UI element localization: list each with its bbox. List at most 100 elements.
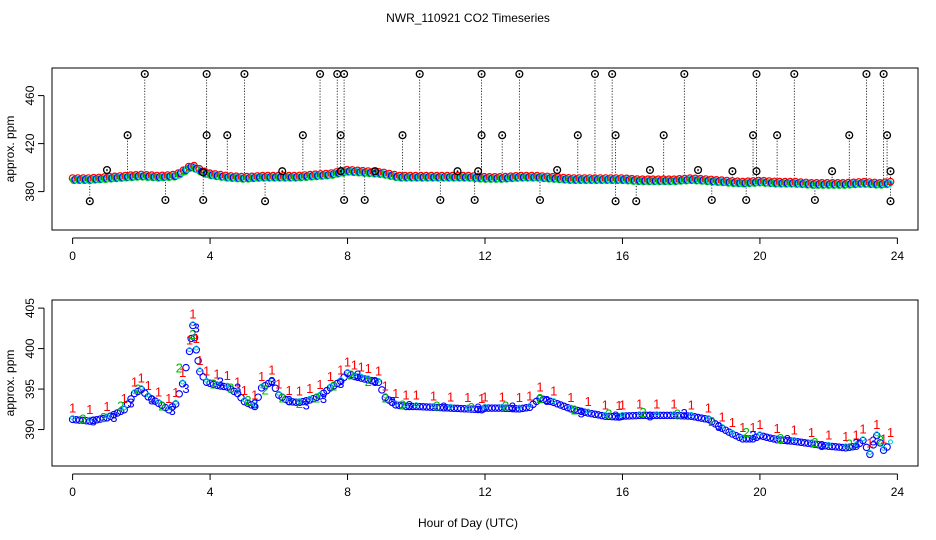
spike-point-core xyxy=(126,134,129,137)
series-1-label: 1 xyxy=(602,397,609,412)
bottom-point xyxy=(364,376,372,384)
spike-point-core xyxy=(202,199,205,201)
bottom-accent-point xyxy=(138,385,144,391)
bottom-point xyxy=(756,431,764,440)
spike-point-core xyxy=(793,73,796,75)
bottom-accent-point xyxy=(173,399,179,405)
series-3-label: 3 xyxy=(90,414,97,429)
series-1-label: 1 xyxy=(791,423,798,438)
spike-point-core xyxy=(501,134,504,137)
bottom-point xyxy=(247,401,256,409)
spike-point xyxy=(140,69,149,79)
series-3-label: 3 xyxy=(543,393,550,408)
top-x-tick-label: 0 xyxy=(69,249,76,263)
series-1-label: 1 xyxy=(873,417,880,432)
bottom-y-tick-label: 405 xyxy=(23,298,37,318)
bottom-point xyxy=(116,407,125,416)
bottom-point xyxy=(299,397,307,406)
spike-point xyxy=(611,197,620,206)
series-2-label: 2 xyxy=(708,414,715,429)
series-1-label: 1 xyxy=(584,394,591,409)
bottom-y-tick-label: 390 xyxy=(23,419,37,439)
series-2-label: 2 xyxy=(176,360,183,375)
spike-point xyxy=(790,69,799,79)
spike-point xyxy=(748,131,758,140)
spike-point-core xyxy=(456,170,459,173)
spike-point xyxy=(477,131,486,140)
bottom-point xyxy=(563,403,572,412)
spike-point-core xyxy=(614,134,617,137)
series-1-label: 1 xyxy=(413,388,420,403)
spike-point xyxy=(199,168,208,177)
bottom-point xyxy=(178,380,187,388)
bottom-accent-point xyxy=(259,383,265,389)
spike-point-core xyxy=(683,73,686,75)
spike-point-core xyxy=(480,134,483,137)
bottom-point xyxy=(312,393,321,402)
spike-point xyxy=(680,69,689,79)
bottom-point xyxy=(110,410,118,419)
spike-point xyxy=(862,69,871,79)
spike-point xyxy=(477,69,486,79)
top-x-tick-label: 12 xyxy=(478,249,492,263)
bottom-accent-point xyxy=(145,392,151,398)
bottom-point xyxy=(209,380,218,389)
series-3-label: 3 xyxy=(110,410,117,425)
series-3-label: 3 xyxy=(509,400,516,415)
spike-point-core xyxy=(697,169,699,171)
spike-point-core xyxy=(106,169,108,171)
spike-point-core xyxy=(477,170,480,173)
bottom-accent-point xyxy=(757,431,763,437)
series-3-label: 3 xyxy=(148,392,155,407)
spike-point-core xyxy=(264,200,266,203)
series-3-label: 3 xyxy=(182,381,189,396)
bottom-accent-point xyxy=(482,403,488,409)
bottom-accent-point xyxy=(214,381,220,387)
spike-point-core xyxy=(745,199,748,201)
bottom-point xyxy=(814,440,823,449)
series-2-label: 2 xyxy=(134,382,141,397)
bottom-point xyxy=(271,384,280,393)
bottom-point xyxy=(842,444,850,452)
bottom-accent-point xyxy=(637,411,643,417)
spike-point-core xyxy=(889,170,892,173)
series-3-label: 3 xyxy=(193,320,200,335)
series-1-label: 1 xyxy=(155,384,162,399)
series-1-label: 1 xyxy=(306,381,313,396)
series-3-label: 3 xyxy=(337,376,344,391)
bottom-point xyxy=(759,432,768,441)
bottom-x-tick-label: 20 xyxy=(753,485,767,499)
spike-point-core xyxy=(473,199,476,201)
bottom-accent-point xyxy=(688,411,694,417)
bottom-accent-point xyxy=(448,403,454,409)
bottom-point xyxy=(687,412,695,420)
top-plot-frame xyxy=(51,67,919,231)
spike-point-core xyxy=(401,134,404,137)
spike-point-core xyxy=(226,134,229,137)
bottom-point xyxy=(546,397,555,406)
series-2-label: 2 xyxy=(100,410,107,425)
bottom-point xyxy=(556,401,565,409)
bottom-accent-point xyxy=(465,404,471,410)
spike-point-core xyxy=(594,73,596,75)
series-2-label: 2 xyxy=(743,425,750,440)
spike-point-core xyxy=(886,134,888,137)
series-2-label: 2 xyxy=(468,400,475,415)
series-2-label: 2 xyxy=(639,405,646,420)
bottom-point xyxy=(202,378,211,386)
series-2-label: 2 xyxy=(674,407,681,422)
series-1-label: 1 xyxy=(69,401,76,416)
spike-point-core xyxy=(418,73,421,75)
series-1-label: 1 xyxy=(516,390,523,405)
spike-point-core xyxy=(143,73,146,75)
bottom-point xyxy=(584,409,592,417)
spike-point-core xyxy=(649,169,651,171)
series-3-label: 3 xyxy=(646,409,653,424)
bottom-point xyxy=(171,400,180,408)
series-3-label: 3 xyxy=(303,397,310,412)
bottom-accent-point xyxy=(568,404,574,410)
series-1-label: 1 xyxy=(131,375,138,390)
bottom-point xyxy=(182,363,190,372)
series-1-label: 1 xyxy=(430,389,437,404)
series-1-label: 1 xyxy=(526,389,533,404)
